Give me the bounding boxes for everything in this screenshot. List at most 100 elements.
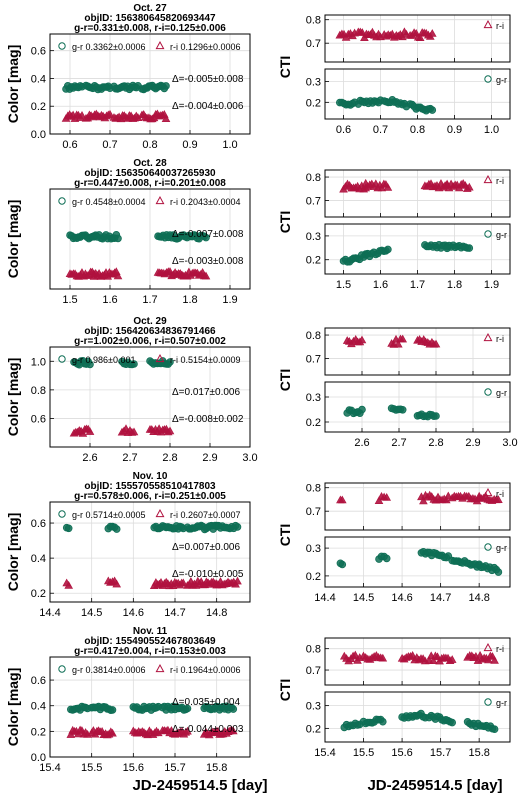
cti-ri-legend-marker — [483, 19, 493, 29]
color-panel-y-tick-label: 0.0 — [31, 129, 46, 141]
chart-title: Nov. 11 — [133, 626, 168, 637]
color-panel-x-tick-label: 1.9 — [222, 294, 237, 306]
gr-point — [202, 233, 210, 242]
cti-gr-point — [398, 405, 407, 414]
color-panel-y-tick-label: 0.8 — [31, 385, 46, 397]
cti-ri-point — [393, 339, 403, 348]
color-panel-y-tick-label: 0.4 — [31, 553, 46, 565]
cti-ri-legend-label: r-i — [496, 21, 504, 31]
ri-legend-marker — [155, 40, 165, 50]
color-panel-y-tick-label: 0.2 — [31, 588, 46, 600]
color-panel-y-tick-label: 0.2 — [31, 726, 46, 738]
cti-gr-panel-x-tick-label: 14.4 — [314, 592, 335, 604]
color-panel-x-tick-label: 1.8 — [182, 294, 197, 306]
cti-axis-label: CTI — [277, 56, 293, 79]
cti-gr-panel-y-tick-label: 0.2 — [306, 571, 321, 583]
chart-summary: g-r=0.417±0.004, r-i=0.153±0.003 — [74, 646, 226, 657]
color-panel-x-tick-label: 14.6 — [123, 607, 144, 619]
cti-ri-panel-y-tick-label: 0.8 — [306, 15, 321, 27]
ri-point — [105, 109, 115, 118]
gr-point — [166, 358, 174, 366]
cti-gr-point — [378, 717, 387, 726]
cti-ri-panel-frame — [324, 169, 511, 218]
ri-point — [108, 728, 117, 737]
ri-point — [201, 271, 211, 280]
color-panel-x-tick-label: 1.0 — [222, 139, 237, 151]
ri-legend-label: r-i 0.1964±0.0006 — [170, 665, 241, 675]
gr-point — [229, 705, 238, 713]
cti-ri-panel-y-tick-label: 0.8 — [306, 172, 321, 184]
ri-point — [228, 726, 238, 735]
chart-title: Nov. 10 — [133, 471, 168, 482]
color-panel-x-tick-label: 2.9 — [202, 452, 217, 464]
color-panel-x-tick-label: 0.6 — [62, 139, 77, 151]
cti-ri-panel-frame — [324, 327, 511, 376]
color-panel-x-tick-label: 15.6 — [123, 762, 144, 774]
cti-gr-point — [428, 106, 437, 114]
ri-point — [178, 578, 188, 587]
color-panel-x-tick-label: 14.7 — [164, 607, 185, 619]
cti-ri-legend-label: r-i — [496, 644, 504, 654]
cti-ri-panel-y-tick-label: 0.7 — [306, 506, 321, 518]
cti-ri-point — [415, 33, 425, 42]
cti-axis-label: CTI — [277, 524, 293, 547]
cti-ri-panel-y-tick-label: 0.8 — [306, 483, 321, 495]
ri-legend-marker — [155, 195, 165, 205]
color-panel-y-tick-label: 1.0 — [31, 356, 46, 368]
cti-gr-panel-y-tick-label: 0.2 — [306, 723, 321, 735]
gr-point — [112, 525, 121, 533]
cti-ri-panel-y-tick-label: 0.7 — [306, 38, 321, 50]
cti-ri-legend-marker — [483, 174, 493, 184]
color-axis-label: Color [mag] — [5, 358, 21, 437]
cti-ri-panel-frame — [324, 482, 511, 531]
cti-gr-legend-label: g-r — [496, 230, 507, 240]
color-axis-label: Color [mag] — [5, 668, 21, 747]
gr-legend-marker — [58, 665, 66, 673]
gr-legend-marker — [58, 355, 66, 363]
cti-gr-panel-frame — [324, 381, 511, 433]
cti-gr-panel-y-tick-label: 0.2 — [306, 255, 321, 267]
gr-delta-label: Δ=0.007±0.006 — [172, 542, 240, 553]
cti-gr-panel-x-tick-label: 1.7 — [410, 279, 425, 291]
color-panel-y-tick-label: 0.2 — [31, 101, 46, 113]
ri-delta-label: Δ=-0.044±0.003 — [172, 724, 244, 735]
cti-ri-panel-y-tick-label: 0.8 — [306, 644, 321, 656]
gr-point — [108, 706, 117, 714]
cti-ri-point — [383, 183, 393, 191]
cti-gr-panel-y-tick-label: 0.3 — [306, 77, 321, 89]
cti-gr-panel-x-tick-label: 0.7 — [373, 124, 388, 136]
ri-legend-label: r-i 0.2043±0.0004 — [170, 197, 241, 207]
cti-gr-point — [465, 244, 474, 252]
ri-point — [233, 576, 242, 585]
color-panel-y-tick-label: 0.6 — [31, 46, 46, 58]
cti-ri-legend-marker — [483, 487, 493, 497]
cti-ri-point — [447, 655, 457, 663]
ri-point — [77, 110, 87, 119]
cti-gr-legend-label: g-r — [496, 388, 507, 398]
chart-summary: g-r=0.331±0.008, r-i=0.125±0.006 — [74, 23, 226, 34]
cti-gr-point — [338, 560, 347, 569]
gr-point — [64, 524, 73, 533]
color-axis-label: Color [mag] — [5, 45, 21, 124]
cti-gr-panel-frame — [324, 68, 511, 120]
gr-point — [130, 360, 138, 368]
cti-ri-point — [494, 495, 503, 504]
color-panel-x-tick-label: 2.6 — [82, 452, 97, 464]
cti-gr-panel-x-tick-label: 1.0 — [484, 124, 499, 136]
cti-gr-panel-plot-area — [325, 537, 510, 587]
cti-gr-point — [358, 405, 366, 414]
chart-objid: objID: 155570558510417803 — [84, 481, 216, 492]
cti-gr-panel-y-tick-label: 0.3 — [306, 701, 321, 713]
cti-ri-panel-plot-area — [325, 483, 510, 530]
cti-gr-legend-marker — [484, 388, 492, 396]
color-panel-x-tick-label: 14.8 — [206, 607, 227, 619]
cti-gr-panel-plot-area — [325, 382, 510, 432]
ri-legend-marker — [155, 663, 165, 673]
cti-gr-legend-marker — [484, 698, 492, 706]
cti-gr-point — [382, 554, 391, 563]
ri-delta-label: Δ=-0.003±0.008 — [172, 256, 244, 267]
chart-objid: objID: 156380645820693447 — [84, 13, 216, 24]
cti-gr-panel-x-tick-label: 14.7 — [430, 592, 451, 604]
